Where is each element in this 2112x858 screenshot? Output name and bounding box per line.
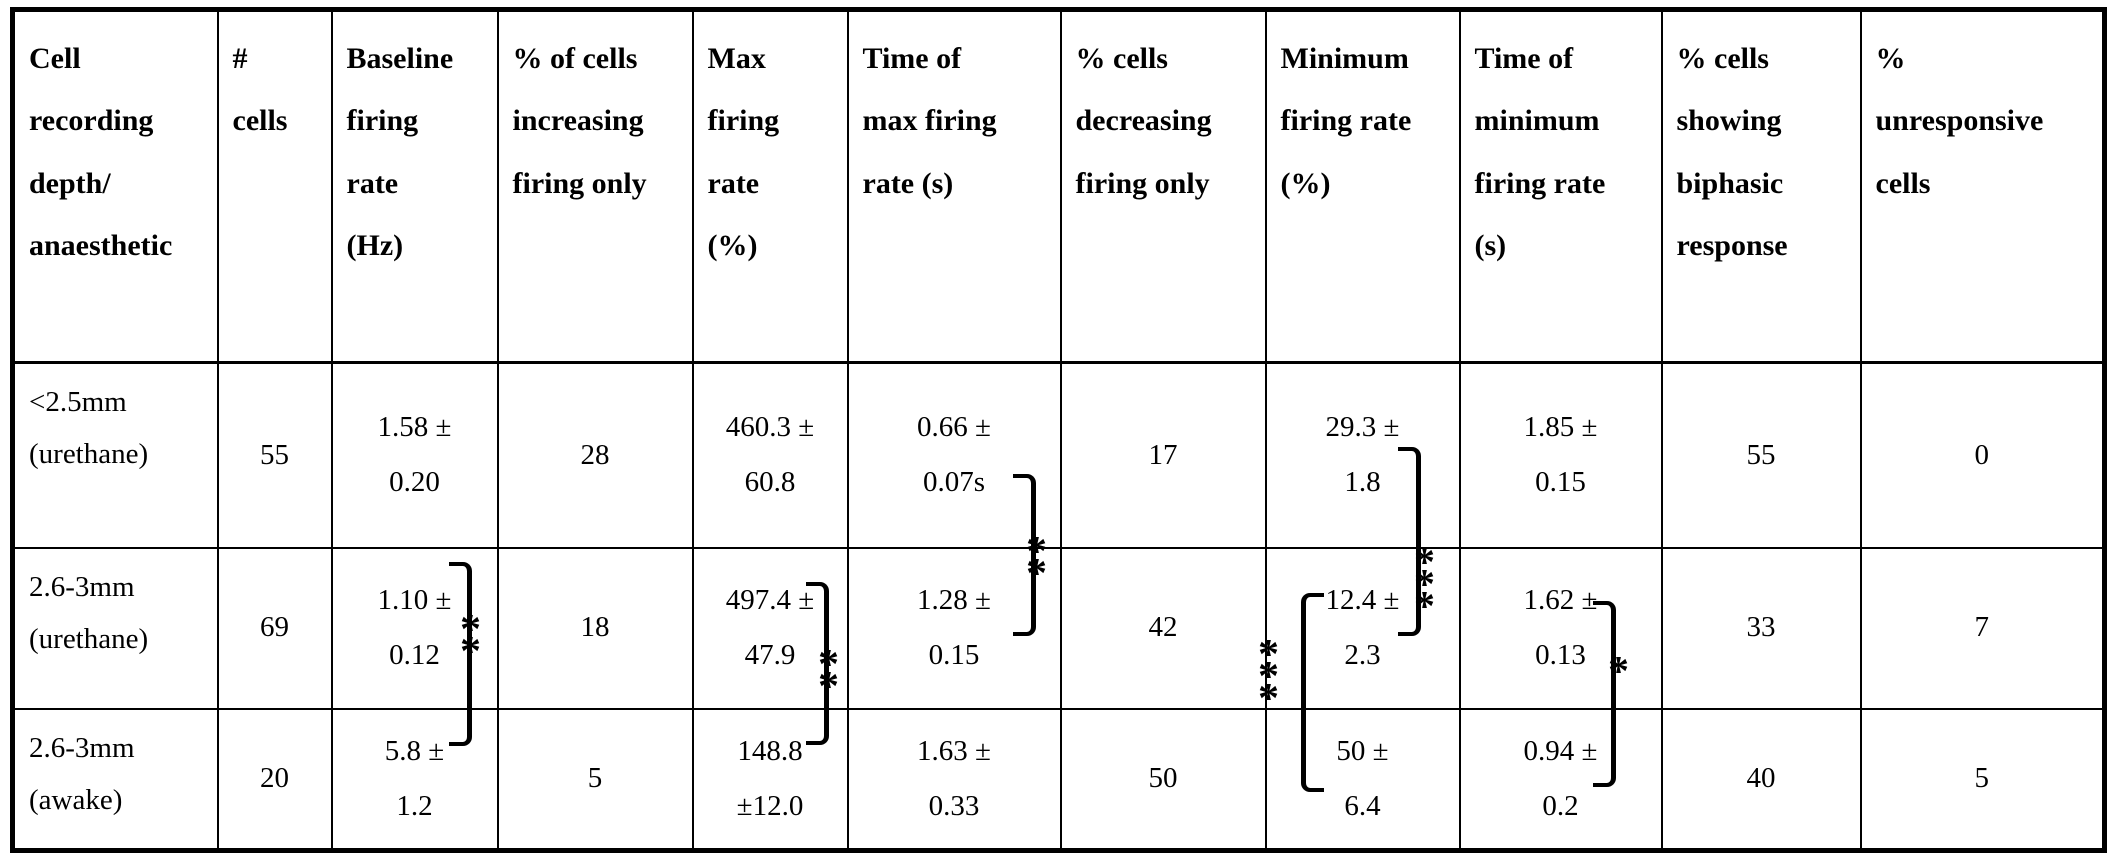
sig-bracket-max-firing-icon: [806, 582, 829, 745]
sig-bracket-time-min-icon: [1593, 601, 1616, 787]
cell-pct-biphasic: 40: [1660, 707, 1862, 852]
col-header-depth-anaesthetic: Cell recording depth/ anaesthetic: [11, 8, 219, 364]
sig-bracket-baseline-icon: [449, 562, 472, 746]
cell-time-min: 1.85 ± 0.15: [1458, 361, 1663, 549]
cell-max-rate: 460.3 ± 60.8: [691, 361, 849, 549]
cell-min-rate: 29.3 ± 1.8: [1264, 361, 1461, 549]
col-header-baseline-firing-rate: Baseline firing rate (Hz): [330, 8, 499, 364]
sig-stars-min-firing-left: * * *: [1258, 632, 1279, 722]
sig-stars-max-firing: * *: [818, 642, 839, 710]
cell-pct-biphasic: 33: [1660, 546, 1862, 710]
col-header-time-max-firing: Time of max firing rate (s): [846, 8, 1062, 364]
header-row: Cell recording depth/ anaesthetic # cell…: [11, 8, 2106, 364]
col-header-time-min-firing: Time of minimum firing rate (s): [1458, 8, 1663, 364]
sig-stars-time-min: *: [1608, 649, 1629, 695]
cell-time-max: 1.28 ± 0.15: [846, 546, 1062, 710]
cell-depth: 2.6-3mm (awake): [11, 707, 219, 852]
cell-pct-decreasing: 17: [1059, 361, 1267, 549]
col-header-pct-unresponsive: % unresponsive cells: [1859, 8, 2106, 364]
cell-pct-unresponsive: 0: [1859, 361, 2106, 549]
sig-stars-min-firing-right: * * *: [1414, 540, 1435, 630]
sig-bracket-min-firing-left-icon: [1301, 593, 1324, 792]
col-header-pct-decreasing: % cells decreasing firing only: [1059, 8, 1267, 364]
cell-pct-unresponsive: 7: [1859, 546, 2106, 710]
cell-num-cells: 69: [216, 546, 333, 710]
cell-pct-decreasing: 42: [1059, 546, 1267, 710]
results-table: Cell recording depth/ anaesthetic # cell…: [10, 7, 2107, 853]
cell-num-cells: 20: [216, 707, 333, 852]
cell-time-min: 0.94 ± 0.2: [1458, 707, 1663, 852]
col-header-num-cells: # cells: [216, 8, 333, 364]
col-header-pct-increasing: % of cells increasing firing only: [496, 8, 694, 364]
cell-time-max: 1.63 ± 0.33: [846, 707, 1062, 852]
col-header-min-firing-rate: Minimum firing rate (%): [1264, 8, 1461, 364]
cell-depth: <2.5mm (urethane): [11, 361, 219, 549]
cell-depth: 2.6-3mm (urethane): [11, 546, 219, 710]
col-header-max-firing-rate: Max firing rate (%): [691, 8, 849, 364]
row-shallow-urethane: <2.5mm (urethane) 55 1.58 ± 0.20 28 460.…: [11, 361, 2106, 549]
cell-min-rate: 12.4 ± 2.3: [1264, 546, 1461, 710]
cell-pct-increasing: 28: [496, 361, 694, 549]
cell-max-rate: 497.4 ± 47.9: [691, 546, 849, 710]
row-deep-urethane: 2.6-3mm (urethane) 69 1.10 ± 0.12 18 497…: [11, 546, 2106, 710]
cell-pct-decreasing: 50: [1059, 707, 1267, 852]
sig-bracket-min-firing-right-icon: [1398, 447, 1421, 636]
sig-bracket-time-max-icon: [1013, 474, 1036, 636]
cell-pct-increasing: 5: [496, 707, 694, 852]
cell-baseline-rate: 5.8 ± 1.2: [330, 707, 499, 852]
sig-stars-time-max: * *: [1026, 529, 1047, 597]
cell-baseline-rate: 1.58 ± 0.20: [330, 361, 499, 549]
col-header-pct-biphasic: % cells showing biphasic response: [1660, 8, 1862, 364]
cell-pct-increasing: 18: [496, 546, 694, 710]
cell-max-rate: 148.8 ±12.0: [691, 707, 849, 852]
row-deep-awake: 2.6-3mm (awake) 20 5.8 ± 1.2 5 148.8 ±12…: [11, 707, 2106, 852]
cell-pct-unresponsive: 5: [1859, 707, 2106, 852]
cell-time-min: 1.62 ± 0.13: [1458, 546, 1663, 710]
cell-time-max: 0.66 ± 0.07s: [846, 361, 1062, 549]
cell-min-rate: 50 ± 6.4: [1264, 707, 1461, 852]
cell-pct-biphasic: 55: [1660, 361, 1862, 549]
cell-num-cells: 55: [216, 361, 333, 549]
sig-stars-baseline: * *: [460, 607, 481, 675]
